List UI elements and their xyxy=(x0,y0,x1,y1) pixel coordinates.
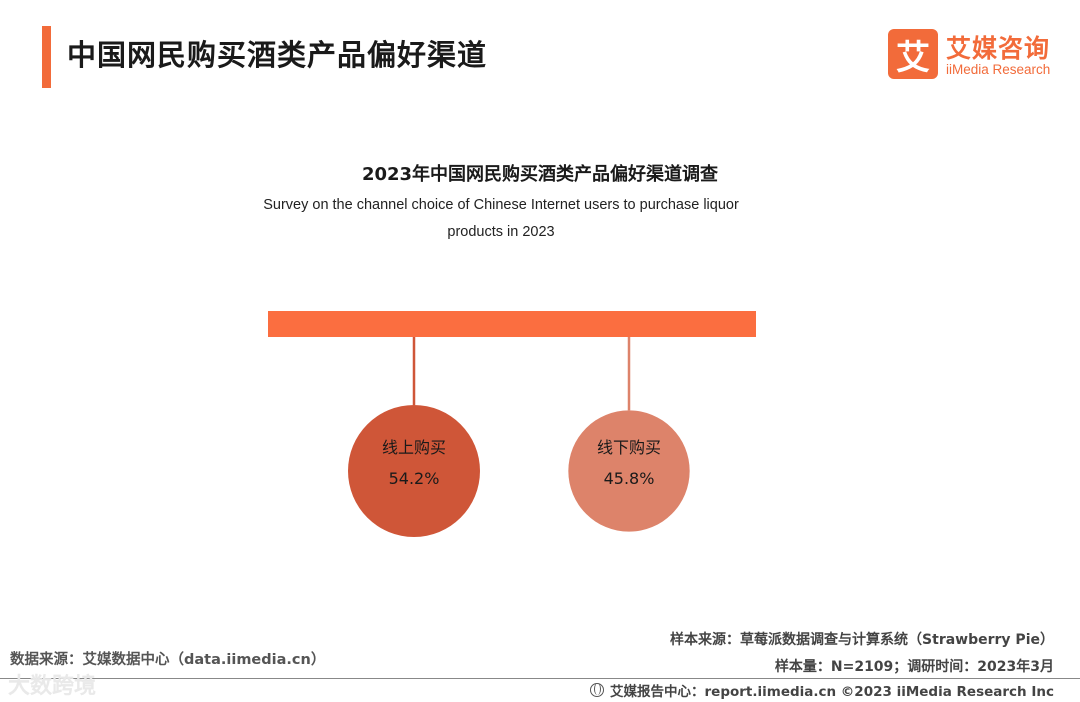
header-bar xyxy=(268,311,756,337)
value-label: 54.2% xyxy=(389,469,440,488)
data-source: 数据来源：艾媒数据中心（data.iimedia.cn） xyxy=(10,652,326,668)
bubble xyxy=(568,410,690,532)
logo-name-cn: 艾媒咨询 xyxy=(946,34,1051,63)
watermark: 大数跨境 xyxy=(8,674,97,699)
logo-name-en: iiMedia Research xyxy=(946,62,1051,77)
report-center-text: 艾媒报告中心：report.iimedia.cn ©2023 iiMedia R… xyxy=(610,684,1054,700)
footer-divider xyxy=(0,678,1080,679)
globe-icon xyxy=(590,683,604,697)
bubble xyxy=(348,405,480,537)
category-label: 线下购买 xyxy=(597,438,661,457)
report-center[interactable]: 艾媒报告中心：report.iimedia.cn ©2023 iiMedia R… xyxy=(590,680,1054,700)
title-accent-bar xyxy=(42,26,51,88)
chart-title: 2023年中国网民购买酒类产品偏好渠道调查 xyxy=(361,164,719,185)
sample-info: 样本量：N=2109；调研时间：2023年3月 xyxy=(774,659,1054,675)
sample-source: 样本来源：草莓派数据调查与计算系统（Strawberry Pie） xyxy=(670,632,1054,648)
iimedia-logo[interactable]: 艾 艾媒咨询 iiMedia Research xyxy=(888,29,1063,81)
category-label: 线上购买 xyxy=(382,438,446,457)
chart-subtitle: Survey on the channel choice of Chinese … xyxy=(263,197,739,240)
logo-mark: 艾 xyxy=(888,29,938,79)
page-title: 中国网民购买酒类产品偏好渠道 xyxy=(67,38,488,72)
value-label: 45.8% xyxy=(604,469,655,488)
